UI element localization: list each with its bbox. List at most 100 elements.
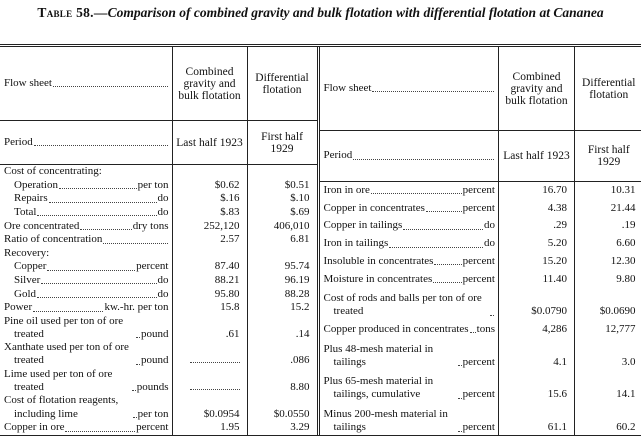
label: Repairs do xyxy=(4,192,169,205)
column-header: Combined gravity and bulk flotation xyxy=(505,70,568,107)
label-text: Pine oil used per ton of ore treated xyxy=(4,314,124,340)
period-header-row: Period Last half 1923 First half 1929 xyxy=(0,120,318,165)
column-header-row: Flow sheet Combined gravity and bulk flot… xyxy=(0,47,318,121)
value-cell xyxy=(246,164,318,179)
value: 8.80 xyxy=(290,381,310,394)
column-header: Differential flotation xyxy=(582,76,636,101)
value: 15.20 xyxy=(542,254,567,267)
leader-dots xyxy=(47,269,136,271)
label-unit: do xyxy=(157,274,169,287)
value: 11.40 xyxy=(542,272,567,285)
data-row: Cost of rods and balls per ton of ore tr… xyxy=(320,286,641,319)
leader-dots xyxy=(490,314,494,316)
label-text: Flow sheet xyxy=(323,82,372,95)
label: Flow sheet xyxy=(324,82,496,95)
data-row: Copper in tailings do .29 .19 xyxy=(320,214,641,233)
data-row: Iron in ore percent 16.70 10.31 xyxy=(320,181,641,198)
label-unit: pound xyxy=(141,354,169,367)
value-cell: 4.38 xyxy=(498,197,575,215)
value-cell: 8.80 xyxy=(246,367,318,395)
period-header-cell: First half 1929 xyxy=(246,120,318,165)
data-row: Plus 65-mesh material in tailings, cumul… xyxy=(320,369,641,402)
label-cell: Insoluble in concentrates percent xyxy=(320,251,499,269)
label: Power kw.-hr. per ton xyxy=(4,301,169,314)
leader-dots xyxy=(370,193,462,195)
column-header: Differential flotation xyxy=(255,71,309,96)
label-unit: percent xyxy=(462,355,495,368)
label-text: Plus 48-mesh material in tailings xyxy=(323,342,434,368)
data-row: Total do $.83 $.69 xyxy=(0,205,318,220)
label-unit: percent xyxy=(462,388,495,401)
label-unit: percent xyxy=(462,272,495,285)
value-cell: 6.81 xyxy=(246,232,318,247)
value-cell xyxy=(171,367,247,395)
value-cell: .086 xyxy=(246,341,318,368)
value: $.69 xyxy=(290,206,310,219)
label-text: Period xyxy=(4,135,33,148)
label-text: Copper in concentrates xyxy=(323,201,425,214)
value-cell: 5.20 xyxy=(498,232,575,251)
value: 252,120 xyxy=(203,219,240,232)
value: $.10 xyxy=(290,192,310,205)
data-row: Iron in tailings do 5.20 6.60 xyxy=(320,232,641,251)
leader-dots xyxy=(37,296,157,298)
label: Minus 200-mesh material in tailings perce… xyxy=(324,408,496,435)
label-text: Lime used per ton of ore treated xyxy=(4,367,113,394)
value: $.83 xyxy=(220,206,240,219)
label-cell: Copper in ore percent xyxy=(0,421,172,435)
period-header: Last half 1923 xyxy=(503,149,570,162)
data-row: Copper in ore percent 1.95 3.29 xyxy=(0,420,318,435)
label-unit: percent xyxy=(462,421,495,434)
label-cell: Copper percent xyxy=(0,260,172,274)
value: 5.20 xyxy=(547,237,567,250)
label: Xanthate used per ton of ore treated poun… xyxy=(4,341,169,368)
value: 10.31 xyxy=(610,183,636,196)
leader-dots xyxy=(58,188,137,190)
leader-dots xyxy=(136,363,140,365)
period-header: First half 1929 xyxy=(587,143,630,168)
label-text: Period xyxy=(323,149,353,162)
leader-dots xyxy=(80,228,132,230)
label-cell: Cost of rods and balls per ton of ore tr… xyxy=(320,286,499,319)
label-cell: Pine oil used per ton of ore treated poun… xyxy=(0,315,172,342)
value-cell xyxy=(171,246,247,261)
label-text: Cost of rods and balls per ton of ore tr… xyxy=(323,292,482,318)
value-cell: 88.21 xyxy=(171,273,247,288)
value: 60.2 xyxy=(616,421,636,434)
label-cell: Moisture in concentrates percent xyxy=(320,268,499,286)
label-unit: percent xyxy=(136,260,169,273)
value: 95.80 xyxy=(214,287,240,300)
leader-dots xyxy=(389,246,483,248)
period-header-cell: Last half 1923 xyxy=(498,130,575,182)
label-cell: Ore concentrated dry tons xyxy=(0,219,172,233)
label: Operation per ton xyxy=(4,179,169,192)
value: $0.0954 xyxy=(203,407,240,420)
value: 3.29 xyxy=(290,421,310,434)
label: Silver do xyxy=(4,274,169,287)
label: Flow sheet xyxy=(4,77,169,90)
label-text: Silver xyxy=(14,274,41,287)
label-cell: Recovery: xyxy=(0,247,172,261)
leader-dots xyxy=(132,416,137,418)
value: 3.0 xyxy=(621,355,636,368)
value-cell: 16.70 xyxy=(498,181,575,198)
column-header: Combined gravity and bulk flotation xyxy=(178,65,241,102)
label: Iron in ore percent xyxy=(324,184,496,197)
period-header: First half 1929 xyxy=(261,130,303,155)
value: 15.2 xyxy=(290,301,310,314)
data-row: Insoluble in concentrates percent 15.20 12.… xyxy=(320,250,641,269)
label-unit: do xyxy=(157,287,169,300)
leader-dots xyxy=(372,91,494,93)
leader-dots xyxy=(353,158,494,160)
value-cell: 15.8 xyxy=(171,300,247,315)
label-cell: Gold do xyxy=(0,287,172,301)
value: 87.40 xyxy=(214,260,240,273)
value-cell: $0.62 xyxy=(171,178,247,193)
label-cell: Iron in tailings do xyxy=(320,233,499,251)
value: 14.1 xyxy=(616,388,636,401)
label-text: Ore concentrated xyxy=(4,219,80,232)
label-cell: Cost of flotation reagents, including li… xyxy=(0,394,172,421)
label: Cost of flotation reagents, including li… xyxy=(4,394,169,421)
label-text: Minus 200-mesh material in tailings xyxy=(323,407,448,434)
label-text: Power xyxy=(4,301,33,314)
